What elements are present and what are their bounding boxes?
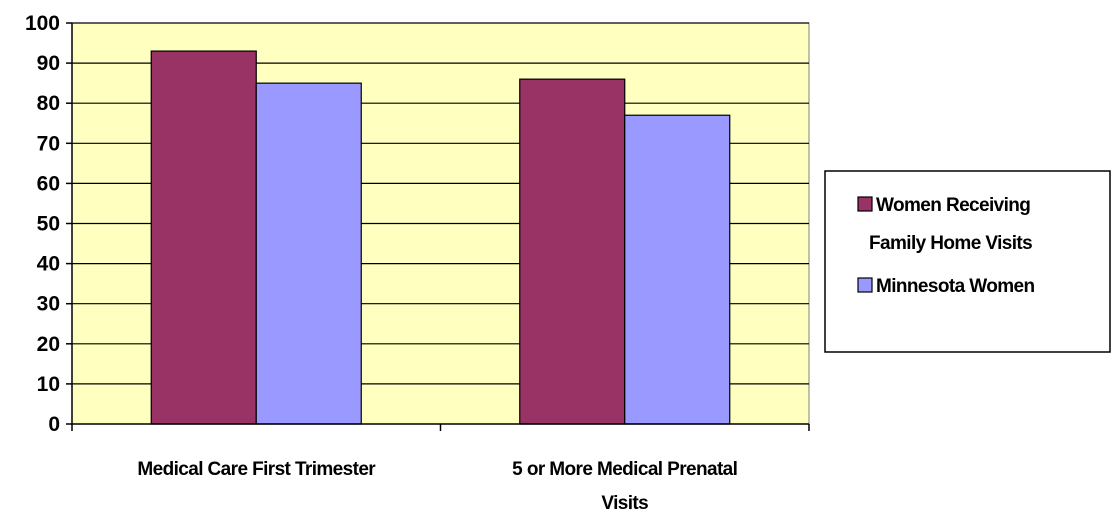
bar-home-visits-1 bbox=[520, 79, 625, 424]
category-label: 5 or More Medical Prenatal bbox=[512, 459, 737, 480]
y-tick-label: 90 bbox=[37, 52, 60, 75]
legend-swatch bbox=[858, 278, 872, 292]
legend: Women Receiving Family Home Visits Minneso… bbox=[825, 171, 1110, 352]
legend-label: Minnesota Women bbox=[876, 276, 1035, 297]
y-tick-label: 50 bbox=[37, 213, 60, 236]
y-tick-label: 0 bbox=[48, 413, 60, 436]
y-tick-label: 30 bbox=[37, 293, 60, 316]
legend-swatch bbox=[858, 197, 872, 211]
category-label: Medical Care First Trimester bbox=[137, 459, 376, 480]
bar-minnesota-0 bbox=[256, 83, 361, 424]
category-labels: Medical Care First Trimester 5 or More Me… bbox=[137, 459, 737, 514]
legend-label: Family Home Visits bbox=[869, 233, 1032, 254]
legend-label: Women Receiving bbox=[876, 195, 1030, 216]
y-tick-label: 100 bbox=[25, 12, 60, 35]
bar-minnesota-1 bbox=[625, 115, 730, 424]
y-tick-label: 40 bbox=[37, 253, 60, 276]
y-tick-label: 70 bbox=[37, 132, 60, 155]
y-tick-label: 60 bbox=[37, 172, 60, 195]
y-axis-ticks: 0 10 20 30 40 50 60 70 80 90 100 bbox=[25, 12, 72, 436]
y-tick-label: 20 bbox=[37, 333, 60, 356]
category-label: Visits bbox=[601, 493, 648, 514]
x-axis-ticks bbox=[72, 424, 809, 431]
y-tick-label: 10 bbox=[37, 373, 60, 396]
bar-home-visits-0 bbox=[151, 51, 256, 424]
y-tick-label: 80 bbox=[37, 92, 60, 115]
